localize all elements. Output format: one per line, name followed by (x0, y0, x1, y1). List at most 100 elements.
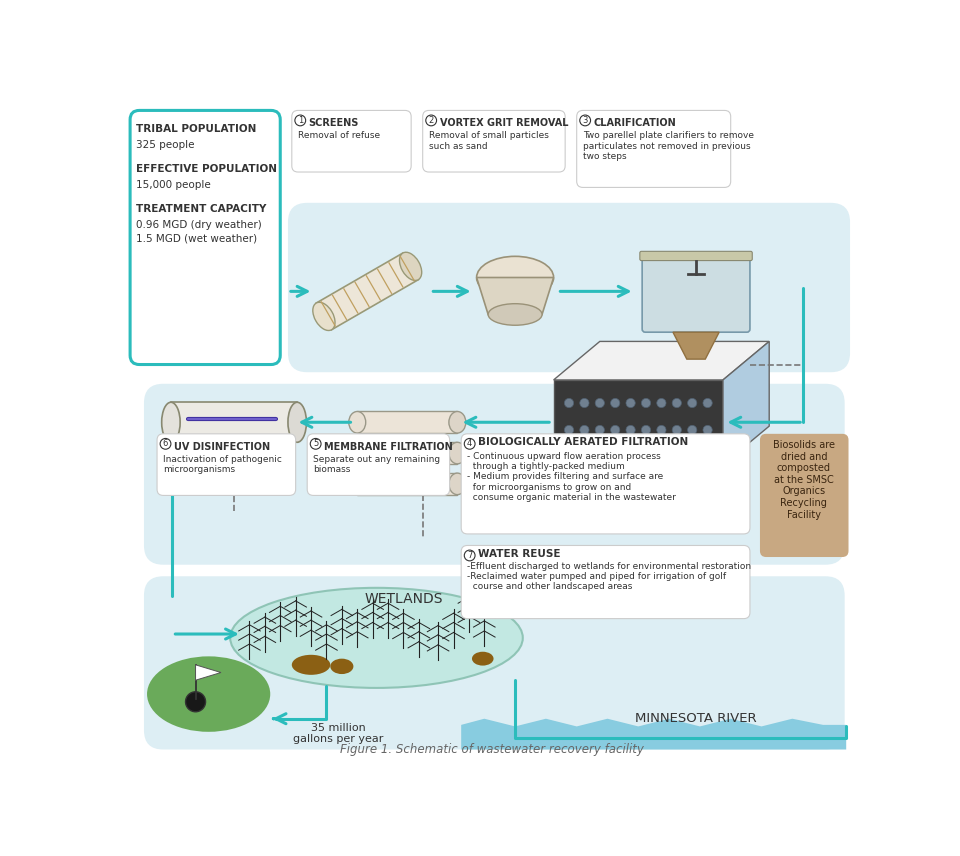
Text: 325 people: 325 people (136, 140, 195, 150)
Circle shape (611, 425, 620, 435)
Ellipse shape (348, 443, 366, 464)
Circle shape (672, 449, 682, 458)
Text: -Effluent discharged to wetlands for environmental restoration
-Reclaimed water : -Effluent discharged to wetlands for env… (468, 562, 752, 591)
FancyBboxPatch shape (307, 434, 449, 496)
Text: WATER REUSE: WATER REUSE (478, 549, 561, 559)
Circle shape (595, 449, 605, 458)
Ellipse shape (147, 657, 271, 732)
Circle shape (672, 398, 682, 407)
Circle shape (672, 425, 682, 435)
Text: 1: 1 (298, 116, 303, 125)
Text: MINNESOTA RIVER: MINNESOTA RIVER (636, 712, 756, 725)
Ellipse shape (348, 473, 366, 495)
Text: UV DISINFECTION: UV DISINFECTION (174, 442, 270, 451)
Text: Removal of small particles
such as sand: Removal of small particles such as sand (429, 131, 549, 151)
Text: Biosolids are
dried and
composted
at the SMSC
Organics
Recycling
Facility: Biosolids are dried and composted at the… (773, 440, 835, 520)
Polygon shape (196, 665, 221, 681)
Text: 15,000 people: 15,000 people (136, 180, 211, 190)
Circle shape (465, 550, 475, 561)
Circle shape (310, 438, 321, 449)
Text: SCREENS: SCREENS (309, 118, 359, 128)
Circle shape (295, 115, 305, 126)
Circle shape (595, 398, 605, 407)
Circle shape (641, 398, 651, 407)
Text: EFFECTIVE POPULATION: EFFECTIVE POPULATION (136, 164, 277, 175)
Polygon shape (476, 277, 554, 314)
Text: MEMBRANE FILTRATION: MEMBRANE FILTRATION (324, 442, 453, 451)
FancyBboxPatch shape (644, 260, 749, 330)
Text: 1.5 MGD (wet weather): 1.5 MGD (wet weather) (136, 234, 257, 244)
Ellipse shape (161, 402, 180, 443)
Circle shape (580, 115, 590, 126)
Polygon shape (673, 332, 719, 360)
Ellipse shape (488, 304, 542, 325)
Ellipse shape (476, 256, 554, 299)
Circle shape (703, 398, 712, 407)
Circle shape (687, 425, 697, 435)
FancyBboxPatch shape (144, 576, 845, 750)
Text: VORTEX GRIT REMOVAL: VORTEX GRIT REMOVAL (440, 118, 568, 128)
Polygon shape (357, 473, 457, 495)
Circle shape (641, 449, 651, 458)
Ellipse shape (449, 412, 466, 433)
Text: TRIBAL POPULATION: TRIBAL POPULATION (136, 124, 256, 134)
Circle shape (657, 449, 666, 458)
Circle shape (687, 449, 697, 458)
Circle shape (595, 425, 605, 435)
Polygon shape (554, 380, 723, 465)
Text: 7: 7 (467, 551, 472, 560)
Circle shape (580, 449, 589, 458)
Ellipse shape (472, 651, 493, 666)
Circle shape (185, 692, 205, 712)
Circle shape (657, 425, 666, 435)
Circle shape (626, 425, 636, 435)
Text: - Continuous upward flow aeration process
  through a tightly-packed medium
- Me: - Continuous upward flow aeration proces… (468, 451, 676, 502)
Text: Inactivation of pathogenic
microorganisms: Inactivation of pathogenic microorganism… (163, 455, 282, 474)
FancyBboxPatch shape (288, 203, 850, 372)
Circle shape (160, 438, 171, 449)
Polygon shape (357, 412, 457, 433)
Text: Removal of refuse: Removal of refuse (298, 131, 380, 140)
Text: 2: 2 (428, 116, 434, 125)
FancyBboxPatch shape (144, 383, 845, 565)
Ellipse shape (330, 658, 353, 674)
FancyBboxPatch shape (292, 110, 411, 172)
Circle shape (580, 398, 589, 407)
Text: Figure 1. Schematic of wastewater recovery facility: Figure 1. Schematic of wastewater recove… (340, 743, 644, 756)
Text: 5: 5 (313, 439, 319, 449)
Polygon shape (171, 402, 298, 443)
Circle shape (580, 425, 589, 435)
Circle shape (703, 449, 712, 458)
Circle shape (564, 398, 574, 407)
Ellipse shape (449, 443, 466, 464)
Circle shape (564, 425, 574, 435)
FancyBboxPatch shape (461, 434, 750, 534)
Circle shape (641, 425, 651, 435)
Circle shape (611, 449, 620, 458)
Ellipse shape (449, 473, 466, 495)
FancyBboxPatch shape (577, 110, 731, 187)
Text: Two parellel plate clarifiers to remove
particulates not removed in previous
two: Two parellel plate clarifiers to remove … (583, 131, 754, 161)
Ellipse shape (313, 302, 335, 330)
Circle shape (465, 438, 475, 449)
FancyBboxPatch shape (642, 255, 750, 332)
Polygon shape (357, 443, 457, 464)
Polygon shape (461, 719, 846, 750)
Text: BIOLOGICALLY AERATED FILTRATION: BIOLOGICALLY AERATED FILTRATION (478, 437, 688, 447)
Polygon shape (316, 253, 419, 330)
Text: Separate out any remaining
biomass: Separate out any remaining biomass (313, 455, 441, 474)
Circle shape (703, 425, 712, 435)
Text: WETLANDS: WETLANDS (364, 592, 443, 606)
Ellipse shape (348, 412, 366, 433)
Circle shape (626, 449, 636, 458)
Text: 4: 4 (468, 439, 472, 449)
Text: TREATMENT CAPACITY: TREATMENT CAPACITY (136, 205, 267, 214)
Circle shape (611, 398, 620, 407)
Ellipse shape (399, 253, 421, 281)
Circle shape (657, 398, 666, 407)
FancyBboxPatch shape (131, 110, 280, 365)
FancyBboxPatch shape (422, 110, 565, 172)
Ellipse shape (230, 588, 523, 688)
Polygon shape (554, 342, 769, 380)
Text: CLARIFICATION: CLARIFICATION (593, 118, 677, 128)
